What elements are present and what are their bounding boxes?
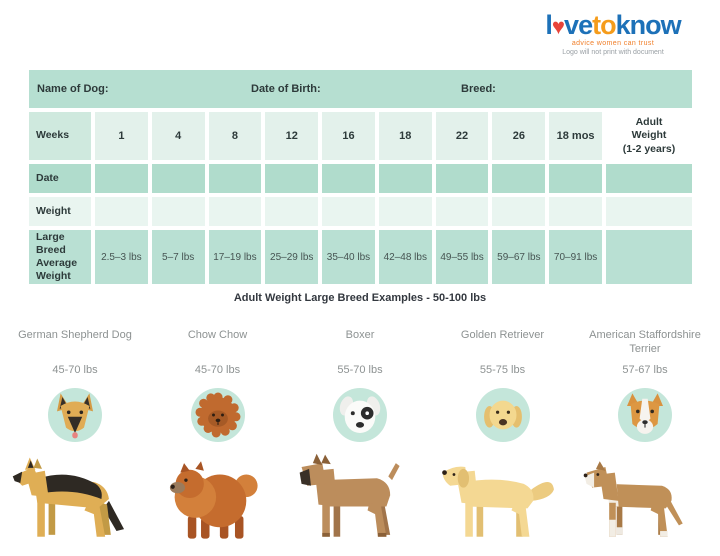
avg-value: 59–67 lbs (492, 230, 546, 284)
breed-name: Golden Retriever (460, 329, 545, 341)
logo-part-ve: ve (564, 10, 593, 40)
name-of-dog-label: Name of Dog: (37, 83, 109, 95)
chow-chow-face-badge (190, 388, 245, 442)
date-cell (322, 164, 375, 193)
week-col-26: 26 (492, 112, 546, 160)
german-shepherd-face-badge (48, 388, 102, 442)
heart-icon: ♥ (551, 14, 565, 39)
boxer-face-badge (333, 388, 387, 442)
week-col-18mos: 18 mos (549, 112, 602, 160)
breed-weight: 45-70 lbs (194, 364, 241, 376)
weight-cell (492, 197, 546, 226)
examples-title: Adult Weight Large Breed Examples - 50-1… (233, 292, 487, 304)
avg-value: 5–7 lbs (151, 230, 205, 284)
date-row-label: Date (29, 164, 91, 193)
breed-weight: 57-67 lbs (622, 364, 668, 376)
table-top-band: Name of Dog: Date of Birth: Breed: (29, 70, 692, 108)
boxer-icon (339, 396, 381, 433)
logo-tagline: advice women can trust (571, 40, 655, 47)
weight-cell (549, 197, 602, 226)
breed-column-amstaff: American Staffordshire Terrier 57-67 lbs (576, 328, 714, 548)
avg-value: 70–91 lbs (549, 230, 602, 284)
chow-chow-icon (195, 392, 240, 438)
weeks-header: Weeks (29, 112, 91, 160)
week-col-16: 16 (322, 112, 375, 160)
avg-value: 25–29 lbs (265, 230, 319, 284)
week-col-12: 12 (265, 112, 319, 160)
weight-cell (322, 197, 375, 226)
week-col-22: 22 (435, 112, 489, 160)
date-cell (435, 164, 489, 193)
breed-name: Boxer (345, 329, 375, 341)
breed-examples-row: German Shepherd Dog 45-70 lbs (6, 328, 714, 548)
breed-column-boxer: Boxer 55-70 lbs (291, 328, 429, 548)
avg-value: 2.5–3 lbs (95, 230, 148, 284)
date-cell (378, 164, 432, 193)
breed-weight: 45-70 lbs (52, 364, 98, 376)
date-cell (492, 164, 546, 193)
date-cell (208, 164, 262, 193)
amstaff-illustration (583, 461, 683, 537)
breed-name: American Staffordshire Terrier (589, 329, 701, 356)
logo-print-note: Logo will not print with document (562, 49, 664, 56)
breed-name: Chow Chow (187, 329, 248, 341)
logo-part-to: to (592, 10, 617, 40)
breed-column-german-shepherd: German Shepherd Dog 45-70 lbs (6, 328, 144, 548)
week-col-18: 18 (378, 112, 432, 160)
golden-retriever-face-badge (475, 388, 530, 442)
german-shepherd-illustration (12, 457, 125, 537)
chow-chow-illustration (169, 461, 258, 539)
date-cell (265, 164, 319, 193)
avg-value: 42–48 lbs (378, 230, 432, 284)
date-cell (549, 164, 602, 193)
weight-cell (208, 197, 262, 226)
weight-cell (606, 197, 692, 226)
logo-part-l: l (545, 10, 552, 40)
avg-value: 49–55 lbs (435, 230, 489, 284)
avg-row-label: Large Breed Average Weight (29, 230, 91, 284)
date-cell (606, 164, 692, 193)
weight-cell (435, 197, 489, 226)
breed-column-golden-retriever: Golden Retriever 55-75 lbs (434, 328, 572, 548)
weight-tracking-table: Name of Dog: Date of Birth: Breed: Weeks… (29, 70, 692, 284)
german-shepherd-icon (57, 393, 93, 439)
breed-weight: 55-70 lbs (337, 364, 383, 376)
weight-cell (378, 197, 432, 226)
weight-cell (265, 197, 319, 226)
date-cell (151, 164, 205, 193)
week-col-1: 1 (95, 112, 148, 160)
weight-row-label: Weight (29, 197, 91, 226)
logo-wordmark: l♥vetoknow (528, 12, 698, 39)
avg-adult-cell (606, 230, 692, 284)
breed-column-chow-chow: Chow Chow 45-70 lbs (149, 328, 287, 548)
breed-name: German Shepherd Dog (18, 329, 132, 341)
boxer-illustration (299, 453, 400, 537)
date-of-birth-label: Date of Birth: (251, 83, 321, 95)
breed-weight: 55-75 lbs (479, 364, 526, 376)
breed-label: Breed: (461, 83, 496, 95)
date-cell (95, 164, 148, 193)
avg-value: 17–19 lbs (208, 230, 262, 284)
weight-cell (151, 197, 205, 226)
week-col-8: 8 (208, 112, 262, 160)
weight-cell (95, 197, 148, 226)
adult-weight-header: Adult Weight (1-2 years) (622, 115, 676, 155)
amstaff-face-badge (618, 388, 672, 442)
golden-retriever-icon (483, 400, 522, 430)
lovetoknow-logo: l♥vetoknow advice women can trust Logo w… (528, 12, 698, 57)
amstaff-icon (627, 393, 663, 434)
avg-value: 35–40 lbs (322, 230, 375, 284)
golden-retriever-illustration (441, 466, 554, 537)
logo-part-know: know (615, 10, 682, 40)
week-col-4: 4 (151, 112, 205, 160)
